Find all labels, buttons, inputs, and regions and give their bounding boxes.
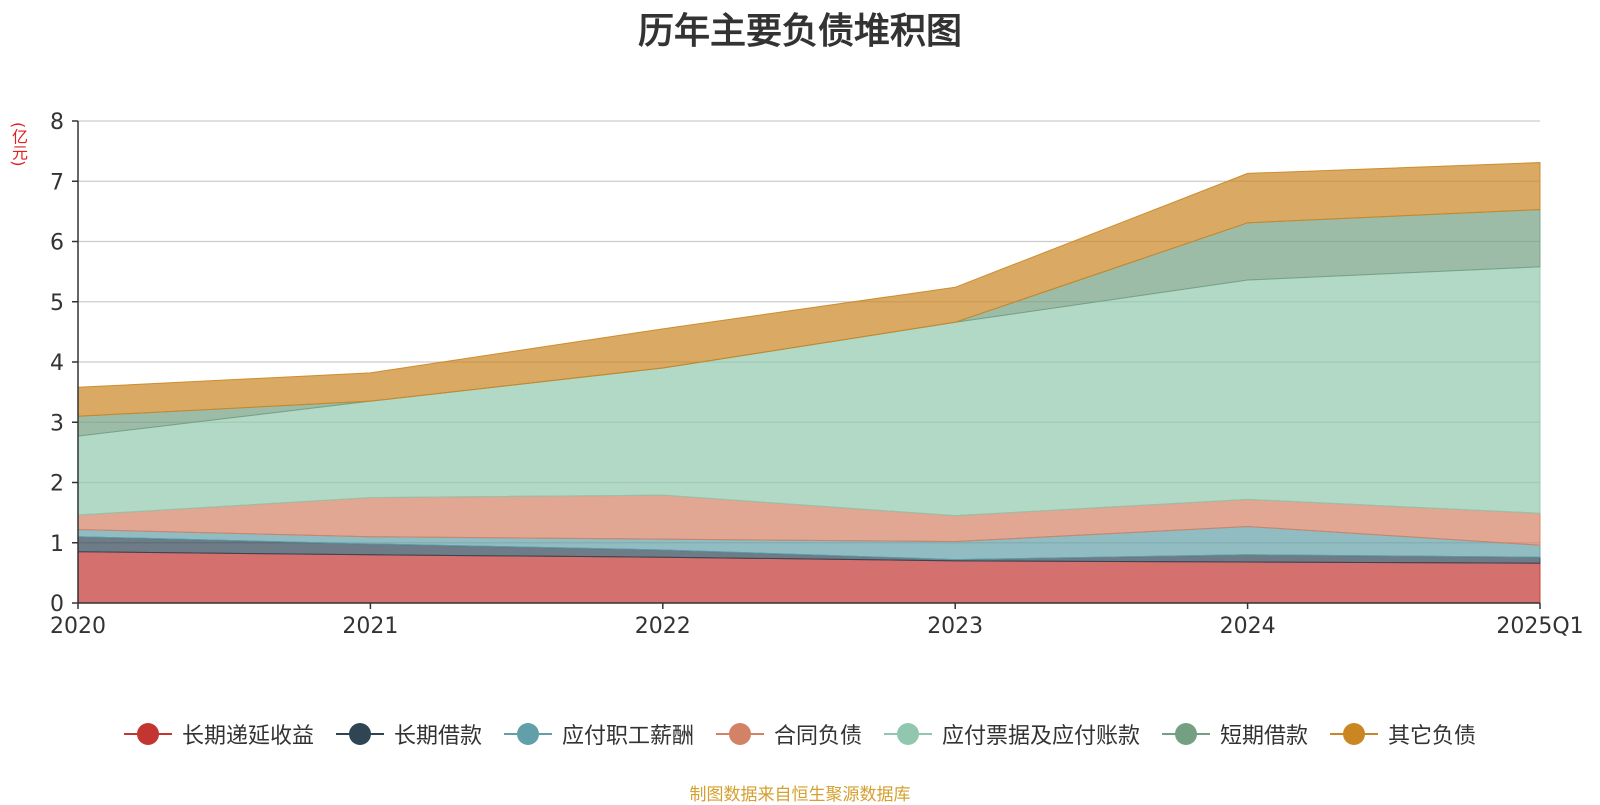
x-tick-label: 2022 [635,614,691,639]
legend-item[interactable]: 短期借款 [1162,718,1308,750]
legend-label: 应付职工薪酬 [561,724,694,749]
x-tick-label: 2023 [927,614,983,639]
x-tick-label: 2020 [50,614,106,639]
x-tick-labels: 2020 2021 2022 2023 2024 2025Q1 [50,603,1584,639]
legend-item[interactable]: 其它负债 [1330,718,1476,750]
legend-item[interactable]: 合同负债 [715,718,862,750]
legend-item[interactable]: 长期递延收益 [123,718,314,750]
x-tick-label: 2025Q1 [1496,614,1583,639]
y-tick-labels: 0 1 2 3 4 5 6 7 8 [50,110,78,617]
area-series [77,162,1541,604]
y-tick-label: 6 [50,231,64,256]
chart-title: 历年主要负债堆积图 [637,11,962,52]
x-tick-label: 2024 [1220,614,1276,639]
legend-label: 其它负债 [1388,724,1477,749]
y-tick-label: 0 [50,592,64,617]
y-tick-label: 3 [50,411,64,436]
legend-item[interactable]: 长期借款 [335,718,482,750]
area-其它负债 [77,162,1541,417]
legend-marker-icon [335,722,384,746]
legend-label: 长期递延收益 [181,724,314,749]
legend-marker-icon [123,722,172,746]
x-tick-label: 2021 [342,614,398,639]
legend-marker-icon [503,722,552,746]
legend-marker-icon [1162,722,1211,746]
legend-label: 短期借款 [1220,724,1309,749]
legend: 长期递延收益 长期借款 应付职工薪酬 合同负债 应付票据及应付账款 短期借款 其它负债 [0,718,1600,750]
y-tick-label: 7 [50,170,64,195]
legend-label: 合同负债 [773,724,862,749]
legend-label: 应付票据及应付账款 [942,724,1141,749]
legend-marker-icon [1330,722,1379,746]
source-note: 制图数据来自恒生聚源数据库 [689,785,911,805]
legend-item[interactable]: 应付票据及应付账款 [884,718,1140,750]
y-tick-label: 8 [50,110,64,135]
legend-marker-icon [715,722,764,746]
legend-label: 长期借款 [393,724,482,749]
legend-item[interactable]: 应付职工薪酬 [503,718,694,750]
legend-marker-icon [884,722,932,746]
y-axis-unit-label: (亿元) [9,122,28,167]
y-tick-label: 4 [50,351,64,376]
y-tick-label: 5 [50,291,64,316]
stacked-area-chart: 0 1 2 3 4 5 6 7 8 2020 2021 2022 2023 2024 2025Q1 [50,110,1584,639]
y-tick-label: 1 [50,532,64,557]
y-tick-label: 2 [50,472,64,497]
